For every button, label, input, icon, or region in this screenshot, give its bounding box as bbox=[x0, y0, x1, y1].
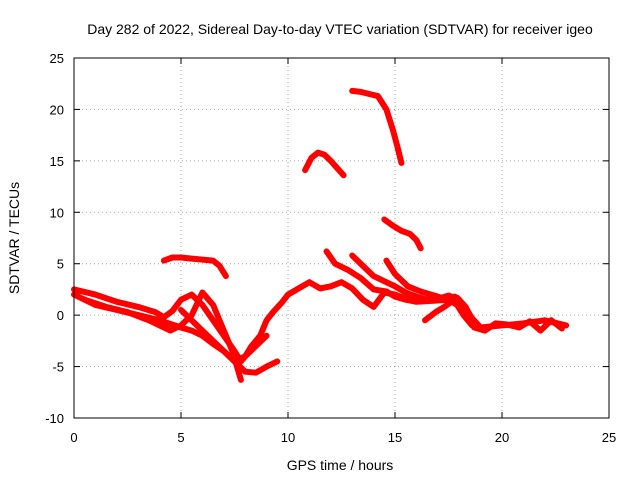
plot-frame bbox=[73, 57, 610, 419]
y-tick-label: -10 bbox=[45, 411, 64, 426]
y-tick-label: -5 bbox=[52, 360, 64, 375]
x-axis-label: GPS time / hours bbox=[287, 457, 394, 473]
x-tick-label: 20 bbox=[495, 430, 509, 445]
series-track-4 bbox=[178, 307, 270, 365]
y-tick-label: 10 bbox=[50, 205, 64, 220]
series-track-5 bbox=[160, 254, 229, 280]
series-track-6 bbox=[302, 149, 347, 179]
y-axis-label: SDTVAR / TECUs bbox=[6, 182, 22, 294]
series-track-7 bbox=[349, 87, 405, 166]
series-track-3 bbox=[81, 289, 244, 383]
x-tick-label: 25 bbox=[602, 430, 616, 445]
x-tick-label: 10 bbox=[281, 430, 295, 445]
series-track-8 bbox=[381, 216, 424, 252]
x-tick-label: 0 bbox=[70, 430, 77, 445]
y-tick-label: 0 bbox=[57, 308, 64, 323]
x-tick-label: 5 bbox=[177, 430, 184, 445]
x-tick-label: 15 bbox=[388, 430, 402, 445]
y-tick-label: 25 bbox=[50, 51, 64, 66]
series-track-10 bbox=[349, 252, 463, 303]
y-tick-label: 5 bbox=[57, 257, 64, 272]
series-track-11 bbox=[383, 257, 458, 305]
y-tick-label: 20 bbox=[50, 102, 64, 117]
series-track-12 bbox=[422, 294, 475, 324]
y-tick-label: 15 bbox=[50, 154, 64, 169]
series-track-13 bbox=[471, 317, 565, 334]
chart-title: Day 282 of 2022, Sidereal Day-to-day VTE… bbox=[87, 21, 593, 37]
